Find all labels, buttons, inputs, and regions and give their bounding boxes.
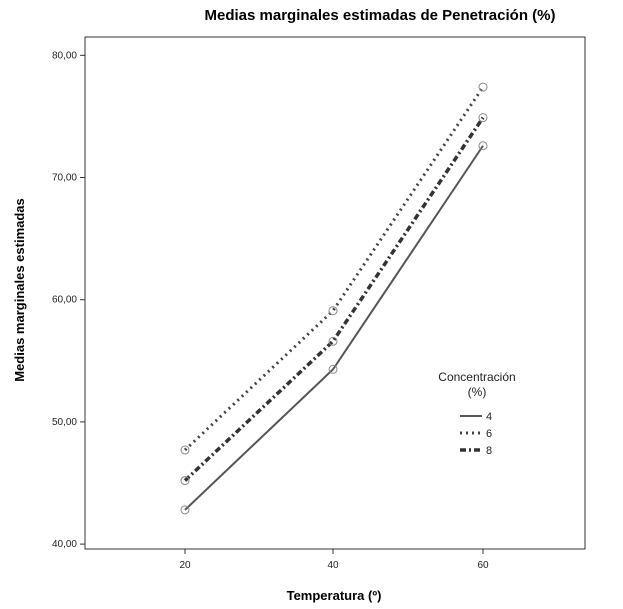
x-tick-label-0: 20	[179, 560, 191, 571]
plot-frame	[84, 36, 586, 550]
y-tick-label-1: 50,00	[52, 417, 77, 428]
data-point-8-20	[180, 476, 190, 486]
data-point-4-20	[180, 505, 190, 515]
legend-title-line1: Concentración	[438, 370, 515, 384]
legend-title-line2: (%)	[468, 385, 487, 399]
y-axis: 40,00 50,00 60,00 70,00 80,00	[52, 50, 85, 550]
x-tick-label-2: 60	[477, 560, 489, 571]
y-tick-label-2: 60,00	[52, 295, 77, 306]
series-line-4	[184, 145, 484, 511]
y-tick-label-0: 40,00	[52, 539, 77, 550]
series-line-6	[183, 86, 485, 452]
legend: Concentración (%) 4 6 8	[438, 370, 515, 457]
legend-label-6: 6	[486, 428, 492, 440]
legend-label-8: 8	[486, 445, 492, 457]
x-axis: 20 40 60	[179, 549, 489, 571]
data-point-6-20	[180, 445, 190, 455]
series-line-8	[183, 116, 485, 482]
y-tick-label-3: 70,00	[52, 173, 77, 184]
legend-items: 4 6 8	[460, 411, 492, 457]
y-axis-label: Medias marginales estimadas	[12, 198, 27, 382]
series-group	[183, 86, 485, 511]
data-point-4-60	[478, 141, 488, 151]
data-point-8-40	[328, 336, 338, 346]
x-axis-label: Temperatura (º)	[287, 588, 382, 603]
x-tick-label-1: 40	[327, 560, 339, 571]
y-tick-label-4: 80,00	[52, 50, 77, 61]
data-point-6-40	[328, 306, 338, 316]
markers-group	[180, 82, 488, 515]
data-point-4-40	[328, 364, 338, 374]
chart-title: Medias marginales estimadas de Penetraci…	[205, 7, 556, 24]
data-point-6-60	[478, 82, 488, 92]
legend-label-4: 4	[486, 411, 492, 423]
data-point-8-60	[478, 113, 488, 123]
